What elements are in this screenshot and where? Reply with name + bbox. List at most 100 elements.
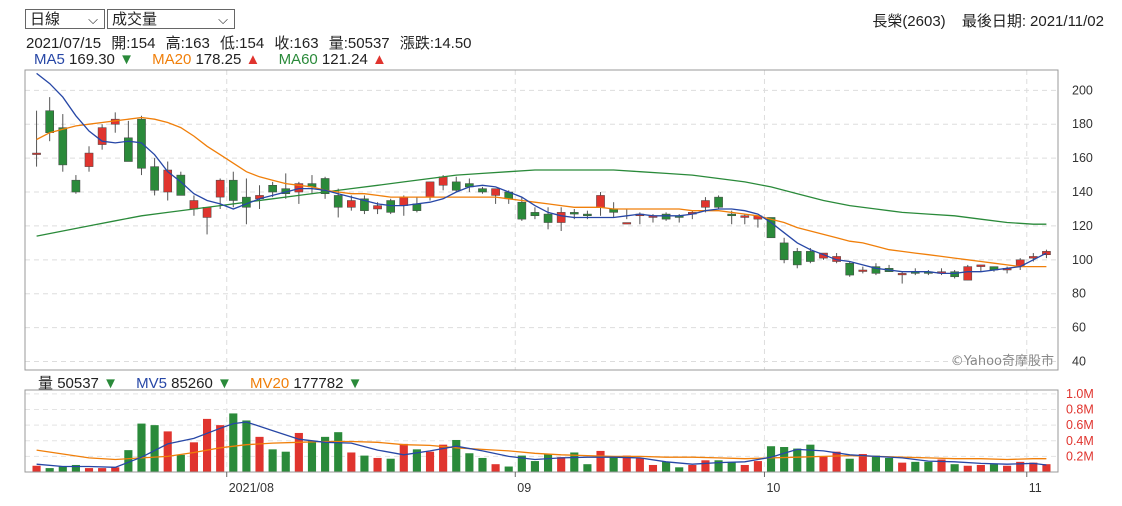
price-tick-label: 160 xyxy=(1072,151,1093,165)
high-label: 高: xyxy=(165,35,185,52)
price-tick-label: 120 xyxy=(1072,219,1093,233)
indicator-select[interactable]: 成交量 ⌵ xyxy=(107,9,235,29)
mv5-label: MV5 xyxy=(136,375,167,392)
candle-body xyxy=(517,201,527,220)
volume-bar xyxy=(596,450,605,472)
volume-bar xyxy=(98,468,107,472)
volume-bar xyxy=(150,425,159,472)
volume-bar xyxy=(1029,462,1038,472)
ma5-line xyxy=(36,72,1047,275)
volume-bar xyxy=(491,464,500,472)
price-tick-label: 100 xyxy=(1072,253,1093,267)
volume-bar xyxy=(793,448,802,472)
candle-body xyxy=(347,200,356,208)
vol-legend-label: 量 xyxy=(38,375,54,392)
vol-legend-value: 50537 xyxy=(57,375,99,392)
volume-bar xyxy=(216,425,225,472)
candle-body xyxy=(569,212,579,215)
candle-body xyxy=(556,212,566,223)
volume-bar xyxy=(1003,465,1012,472)
volume-tick-label: 0.4M xyxy=(1066,434,1094,448)
volume-bar xyxy=(714,460,723,472)
open-value: 154 xyxy=(130,35,156,52)
stock-name: 長榮(2603) xyxy=(872,13,946,30)
volume-tick-label: 0.6M xyxy=(1066,418,1094,432)
candle-body xyxy=(491,188,500,196)
volume-bar xyxy=(163,431,172,472)
candle-body xyxy=(858,269,868,272)
volume-bar xyxy=(176,454,185,472)
volume-bar xyxy=(137,423,146,472)
volume-bar xyxy=(84,468,94,472)
volume-bar xyxy=(898,462,907,472)
mv20-legend: MV20 177782 ▼ xyxy=(250,375,362,392)
volume-bar xyxy=(111,467,120,472)
candle-body xyxy=(792,251,802,266)
chevron-down-icon: ⌵ xyxy=(88,12,98,27)
volume-bar xyxy=(622,455,631,472)
volume-bar xyxy=(753,461,762,472)
volume-bar xyxy=(976,464,985,472)
candle-body xyxy=(124,137,133,162)
candle-body xyxy=(714,196,723,208)
volume-bar xyxy=(386,458,395,472)
volume-bar xyxy=(806,444,815,472)
candle-body xyxy=(84,152,94,167)
volume-bar xyxy=(858,454,867,472)
ma20-dir-icon: ▲ xyxy=(245,51,261,68)
chg-value: 14.50 xyxy=(433,35,472,52)
ma60-dir-icon: ▲ xyxy=(371,51,387,68)
candle-body xyxy=(58,127,68,166)
volume-bar xyxy=(255,436,264,472)
ma20-legend: MA20 178.25 ▲ xyxy=(152,51,264,68)
candle-body xyxy=(268,185,277,193)
volume-bar xyxy=(517,455,526,472)
candle-body xyxy=(727,213,736,217)
volume-bar xyxy=(189,442,199,472)
candle-body xyxy=(45,110,54,133)
ma5-legend: MA5 169.30 ▼ xyxy=(34,51,138,68)
volume-bar xyxy=(229,413,238,472)
volume-bar xyxy=(268,449,277,472)
volume-bar xyxy=(1042,464,1051,472)
ma20-line xyxy=(36,116,1047,268)
period-select[interactable]: 日線 ⌵ xyxy=(25,9,105,29)
mv5-value: 85260 xyxy=(171,375,213,392)
volume-bar xyxy=(242,420,251,472)
volume-bar xyxy=(425,451,435,472)
volume-bar xyxy=(71,464,80,472)
volume-bar xyxy=(452,439,461,472)
candle-body xyxy=(530,212,540,217)
volume-bar xyxy=(583,464,592,472)
ma60-line xyxy=(36,169,1047,237)
yahoo-watermark: ©Yahoo奇摩股市 xyxy=(951,353,1054,369)
volume-bar xyxy=(609,457,618,472)
mv20-dir-icon: ▼ xyxy=(347,375,363,392)
price-panel-frame xyxy=(24,69,1059,371)
volume-bar xyxy=(766,446,776,472)
volume-bar xyxy=(334,432,343,472)
volume-bar xyxy=(911,461,920,472)
candle-body xyxy=(950,271,959,278)
vol-legend-item: 量 50537 ▼ xyxy=(38,375,122,392)
candle-body xyxy=(438,176,448,186)
candle-body xyxy=(583,213,592,217)
ma20-label: MA20 xyxy=(152,51,192,68)
volume-legend: 量 50537 ▼ MV5 85260 ▼ MV20 177782 ▼ xyxy=(38,372,377,393)
ohlc-date: 2021/07/15 xyxy=(26,35,102,52)
volume-bar xyxy=(701,460,710,472)
volume-bar xyxy=(924,461,933,472)
candle-body xyxy=(150,166,159,191)
candle-body xyxy=(897,273,907,276)
ma60-label: MA60 xyxy=(278,51,318,68)
period-select-value: 日線 xyxy=(30,11,61,28)
volume-bar xyxy=(543,454,553,472)
candle-body xyxy=(766,217,776,239)
candle-body xyxy=(425,181,435,198)
chevron-down-icon: ⌵ xyxy=(218,12,228,27)
candle-body xyxy=(871,266,881,274)
candle-body xyxy=(373,205,382,210)
candle-body xyxy=(451,181,461,191)
candle-body xyxy=(189,200,199,210)
